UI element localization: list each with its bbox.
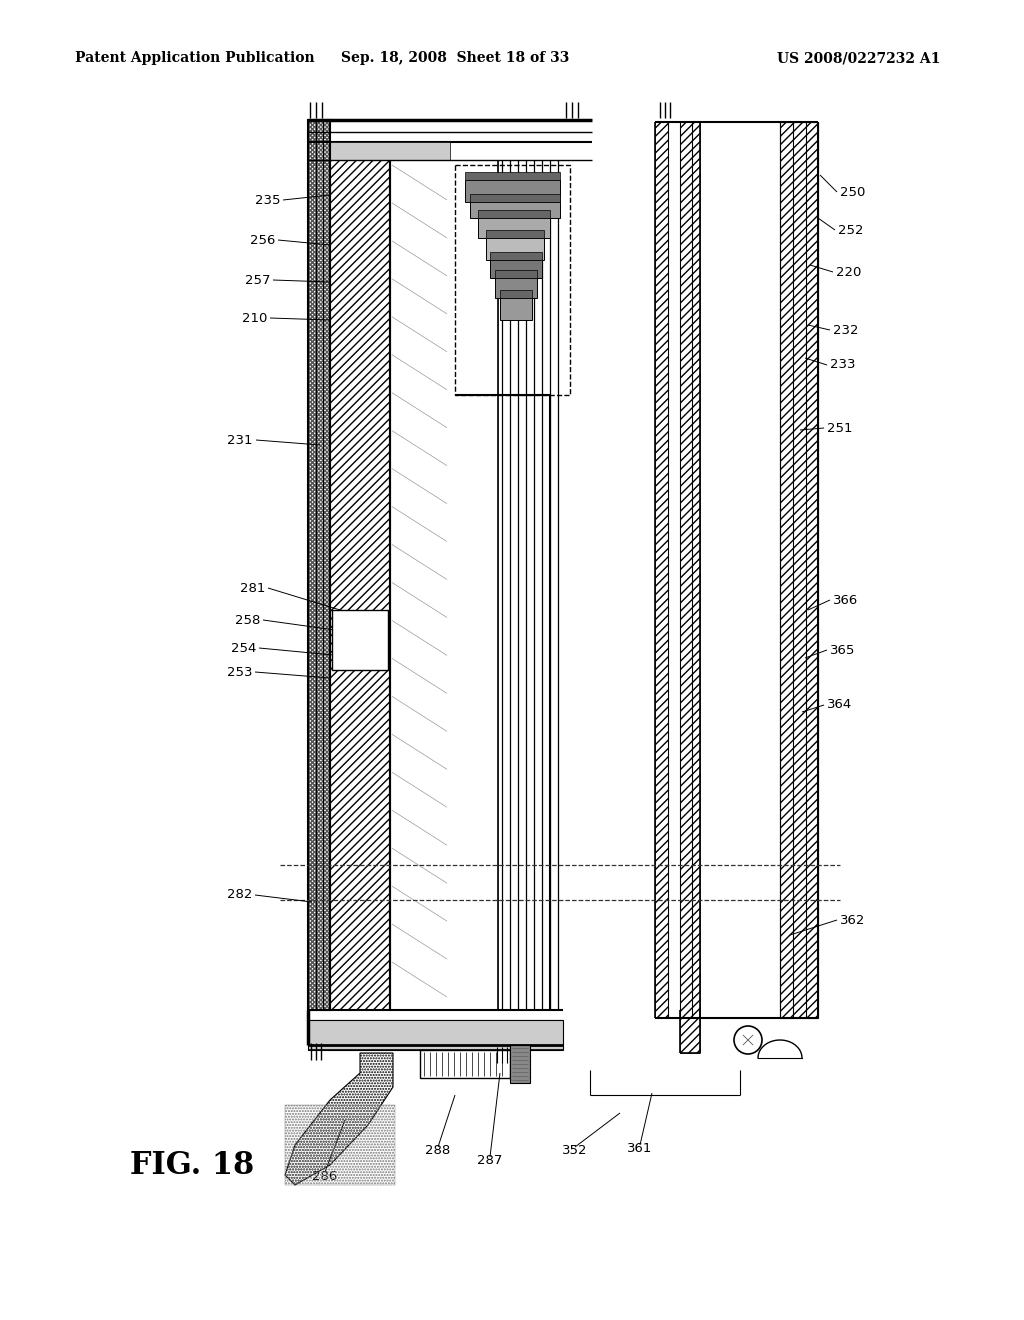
Bar [332, 610, 388, 671]
Bar [390, 160, 498, 1010]
Text: 258: 258 [234, 614, 260, 627]
Text: Patent Application Publication: Patent Application Publication [75, 51, 314, 65]
Bar [308, 120, 330, 1010]
Bar [486, 238, 544, 260]
Text: 231: 231 [227, 433, 253, 446]
Text: 235: 235 [255, 194, 280, 206]
Bar [495, 271, 537, 279]
Text: 365: 365 [830, 644, 855, 656]
Bar [465, 180, 560, 202]
Bar [465, 172, 560, 180]
Bar [330, 143, 450, 160]
Text: 361: 361 [628, 1143, 652, 1155]
Bar [470, 202, 560, 218]
Bar [308, 120, 330, 1010]
Text: 253: 253 [226, 665, 252, 678]
Text: 252: 252 [838, 223, 863, 236]
Bar [490, 252, 542, 260]
Text: Sep. 18, 2008  Sheet 18 of 33: Sep. 18, 2008 Sheet 18 of 33 [341, 51, 569, 65]
Text: 364: 364 [827, 698, 852, 711]
Bar [495, 279, 537, 298]
Bar [478, 218, 550, 238]
Bar [500, 298, 532, 319]
Text: 282: 282 [226, 888, 252, 902]
Bar [285, 1105, 395, 1185]
Bar [420, 1049, 510, 1078]
Text: 256: 256 [250, 234, 275, 247]
Bar [680, 1018, 700, 1053]
Text: 286: 286 [312, 1170, 338, 1183]
Text: 250: 250 [840, 186, 865, 198]
Bar [455, 165, 570, 395]
Bar [490, 260, 542, 279]
Text: 287: 287 [477, 1155, 503, 1167]
Text: US 2008/0227232 A1: US 2008/0227232 A1 [776, 51, 940, 65]
Text: 366: 366 [833, 594, 858, 606]
Bar [500, 290, 532, 298]
Text: 233: 233 [830, 359, 855, 371]
Bar [680, 121, 700, 1018]
Bar [308, 1020, 563, 1049]
Bar [780, 121, 818, 1018]
Bar [486, 230, 544, 238]
Text: FIG. 18: FIG. 18 [130, 1150, 254, 1180]
Text: 232: 232 [833, 323, 858, 337]
Text: 352: 352 [562, 1144, 588, 1158]
Text: 254: 254 [230, 642, 256, 655]
Text: 362: 362 [840, 913, 865, 927]
Bar [478, 210, 550, 218]
Text: 210: 210 [242, 312, 267, 325]
Text: 281: 281 [240, 582, 265, 594]
Text: 288: 288 [425, 1144, 451, 1158]
Text: 257: 257 [245, 273, 270, 286]
Bar [510, 1045, 530, 1082]
Bar [330, 160, 390, 1010]
Bar [655, 121, 668, 1018]
Text: 220: 220 [836, 265, 861, 279]
Bar [470, 194, 560, 202]
Text: 251: 251 [827, 421, 853, 434]
